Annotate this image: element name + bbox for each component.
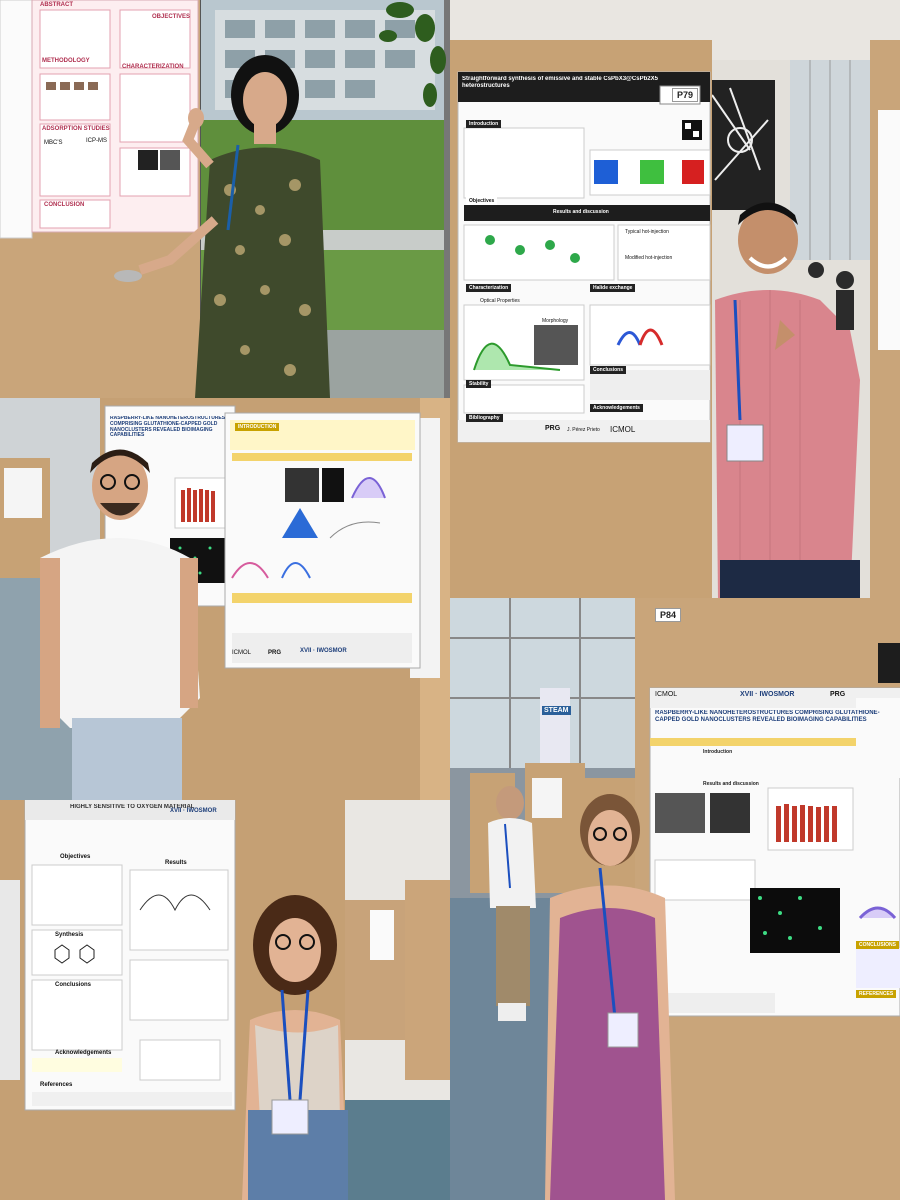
poster-label-optical: Optical Properties: [480, 298, 520, 304]
poster-section-acknowledgements: Acknowledgements: [55, 1050, 112, 1056]
poster-label-mbcs: MBC'S: [44, 140, 63, 146]
poster-section-conclusions: Conclusions: [55, 982, 92, 988]
poster-title-oxygen: HIGHLY SENSITIVE TO OXYGEN MATERIAL: [70, 804, 195, 810]
poster-section-characterization: CHARACTERIZATION: [122, 64, 184, 70]
poster-section-conclusion: CONCLUSION: [44, 202, 85, 208]
logo-icmol: ICMOL: [610, 425, 636, 434]
poster-section-objectives: Objectives: [466, 197, 498, 205]
poster-section-methodology: METHODOLOGY: [42, 58, 90, 64]
poster-section-conclusions: CONCLUSIONS: [856, 941, 899, 949]
poster-section-conclusions: Conclusions: [590, 366, 627, 374]
poster-section-results: Results and discussion: [703, 781, 759, 787]
poster-title-raspberry-2: RASPBERRY-LIKE NANOHETEROSTRUCTURES COMP…: [655, 710, 880, 723]
scene-top-left: [0, 0, 450, 398]
logo-prg: PRG: [545, 425, 561, 432]
poster-section-abstract: ABSTRACT: [40, 2, 73, 8]
person-bald-man-background: [488, 786, 536, 1021]
logo-icmol: ICMOL: [232, 650, 252, 656]
person-woman-purple-dress: [545, 794, 675, 1200]
poster-section-introduction: Introduction: [703, 749, 733, 755]
photo-panel-top-right: P79 Straightforward synthesis of emissiv…: [450, 0, 900, 598]
logo-prg: PRG: [268, 650, 282, 656]
poster-section-objectives: OBJECTIVES: [152, 14, 191, 20]
poster-section-results: Results: [165, 860, 187, 866]
poster-section-references: REFERENCES: [856, 990, 897, 998]
poster-section-introduction: Introduction: [466, 120, 502, 128]
person-man-pink-shirt: [715, 202, 860, 598]
poster-section-objectives: Objectives: [60, 854, 91, 860]
poster-section-bibliography: Bibliography: [466, 414, 503, 422]
person-woman-green-dress: [114, 55, 330, 398]
logo-iwosmor: XVII · IWOSMOR: [170, 808, 217, 814]
poster-section-stability: Stability: [466, 380, 492, 388]
logo-iwosmor: XVII · IWOSMOR: [740, 691, 795, 698]
poster-section-synthesis: Synthesis: [55, 932, 84, 938]
scene-bottom-left: [0, 800, 450, 1200]
logo-prg: PRG: [830, 691, 846, 698]
steam-banner: STEAM: [542, 706, 571, 715]
scene-top-right: [450, 0, 900, 598]
poster-label-modified-hot-injection: Modified hot-injection: [625, 255, 673, 261]
poster-section-introduction: INTRODUCTION: [235, 423, 280, 431]
person-man-white-tshirt: [40, 449, 200, 800]
board-number-p79: P79: [672, 88, 699, 102]
poster-section-acknowledgements: Acknowledgements: [590, 404, 643, 412]
logo-icmol: ICMOL: [655, 691, 678, 698]
scene-middle-left: [0, 398, 450, 800]
poster-label-typical-hot-injection: Typical hot-injection: [625, 229, 669, 235]
poster-title-perovskite: Straightforward synthesis of emissive an…: [462, 76, 658, 89]
logo-perez-prieto: J. Pérez Prieto: [567, 427, 600, 433]
poster-section-results: Results and discussion: [553, 209, 609, 215]
poster-title-raspberry-1: RASPBERRY-LIKE NANOHETEROSTRUCTURES COMP…: [110, 416, 226, 439]
photo-panel-bottom-left: HIGHLY SENSITIVE TO OXYGEN MATERIAL Obje…: [0, 800, 450, 1200]
poster-section-adsorption: ADSORPTION STUDIES: [42, 126, 110, 132]
poster-section-references: References: [40, 1082, 73, 1088]
scene-bottom-right: [450, 598, 900, 1200]
board-number-p84: P84: [655, 608, 682, 622]
logo-iwosmor: XVII · IWOSMOR: [300, 648, 347, 654]
poster-label-morphology: Morphology: [542, 318, 569, 324]
poster-section-halide-exchange: Halide exchange: [590, 284, 636, 292]
poster-label-icpms: ICP-MS: [86, 138, 107, 144]
photo-panel-middle-left: RASPBERRY-LIKE NANOHETEROSTRUCTURES COMP…: [0, 398, 450, 800]
photo-panel-bottom-right: P84 RASPBERRY-LIKE NANOHETEROSTRUCTURES …: [450, 598, 900, 1200]
poster-section-characterization: Characterization: [466, 284, 512, 292]
photo-panel-top-left: ABSTRACT OBJECTIVES METHODOLOGY CHARACTE…: [0, 0, 450, 398]
person-woman-curly-hair: [242, 895, 348, 1200]
